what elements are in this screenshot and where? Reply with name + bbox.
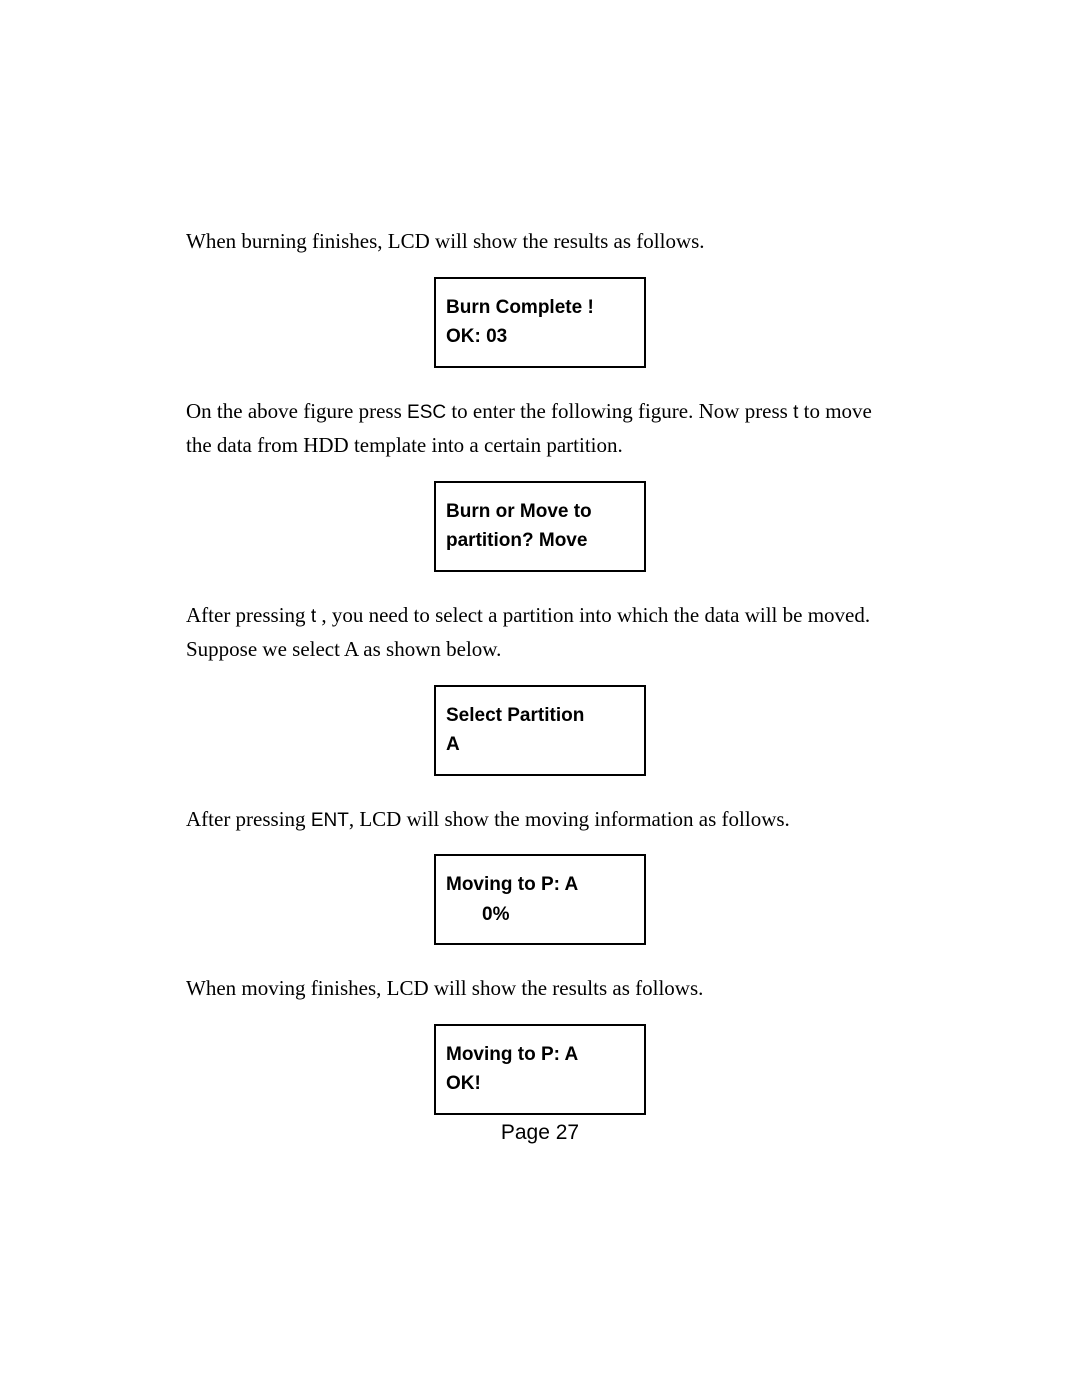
text-fragment: After pressing: [186, 603, 311, 627]
paragraph: After pressing t , you need to select a …: [186, 598, 894, 667]
lcd-line: Select Partition: [446, 701, 634, 730]
paragraph: When burning finishes, LCD will show the…: [186, 224, 894, 259]
lcd-display: Moving to P: A 0%: [434, 854, 646, 945]
lcd-display: Select Partition A: [434, 685, 646, 776]
lcd-line: Moving to P: A: [446, 1040, 634, 1069]
text-fragment: On the above figure press: [186, 399, 407, 423]
lcd-line: OK!: [446, 1069, 634, 1098]
paragraph: When moving finishes, LCD will show the …: [186, 971, 894, 1006]
lcd-display: Burn or Move to partition? Move: [434, 481, 646, 572]
lcd-line: Burn or Move to: [446, 497, 634, 526]
key-label: ENT: [311, 810, 349, 831]
lcd-line: partition? Move: [446, 526, 634, 555]
lcd-line: 0%: [446, 900, 634, 929]
text-fragment: After pressing: [186, 807, 311, 831]
text-fragment: , LCD will show the moving information a…: [349, 807, 790, 831]
lcd-line: OK: 03: [446, 322, 634, 351]
lcd-line: A: [446, 730, 634, 759]
lcd-display: Moving to P: A OK!: [434, 1024, 646, 1115]
lcd-line: Moving to P: A: [446, 870, 634, 899]
paragraph: After pressing ENT, LCD will show the mo…: [186, 802, 894, 837]
lcd-line: Burn Complete !: [446, 293, 634, 322]
paragraph: On the above figure press ESC to enter t…: [186, 394, 894, 463]
text-fragment: to enter the following figure. Now press: [446, 399, 793, 423]
page-footer: Page 27: [0, 1121, 1080, 1145]
lcd-display: Burn Complete ! OK: 03: [434, 277, 646, 368]
page-body: When burning finishes, LCD will show the…: [0, 0, 1080, 1115]
key-label: ESC: [407, 402, 446, 423]
